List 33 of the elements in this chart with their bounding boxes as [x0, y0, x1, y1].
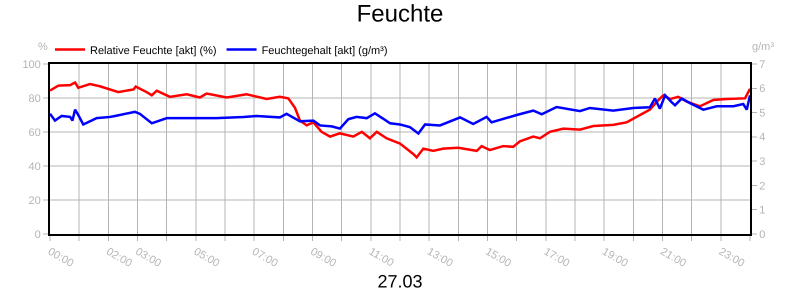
y-tick-label: 40 [28, 160, 41, 173]
legend-label: Feuchtegehalt [akt] (g/m³) [262, 44, 388, 57]
y-tick-label: 20 [28, 194, 41, 207]
y2-tick-label: 3 [759, 156, 766, 168]
x-tick-label: 07:00 [250, 246, 280, 270]
x-tick-label: 05:00 [192, 246, 222, 270]
x-tick-label: 15:00 [483, 246, 514, 270]
y-tick-label: 80 [28, 92, 41, 105]
x-tick-label: 03:00 [133, 246, 164, 270]
x-tick-label: 21:00 [658, 246, 688, 270]
x-tick-label: 19:00 [600, 246, 630, 270]
y-tick-label: 0 [34, 228, 41, 241]
x-tick-label: 09:00 [308, 246, 338, 270]
x-tick-label: 13:00 [424, 246, 455, 270]
x-axis-title: 27.03 [377, 271, 423, 292]
y2-tick-label: 4 [759, 132, 766, 144]
x-tick-label: 00:00 [46, 246, 76, 270]
legend-label: Relative Feuchte [akt] (%) [90, 44, 217, 57]
y2-tick-label: 6 [759, 83, 766, 96]
y2-tick-label: 1 [759, 204, 766, 217]
chart-title: Feuchte [356, 0, 444, 28]
x-tick-label: 23:00 [716, 246, 746, 270]
y-tick-label: 60 [28, 126, 41, 139]
y2-tick-label: 7 [759, 58, 766, 71]
x-tick-label: 17:00 [542, 246, 572, 270]
y2-tick-label: 2 [759, 180, 766, 192]
y2-axis-title: g/m³ [752, 41, 774, 53]
y-tick-label: 100 [22, 58, 41, 71]
x-tick-label: 11:00 [366, 246, 396, 270]
y-axis-title: % [38, 41, 48, 53]
x-tick-label: 02:00 [104, 246, 134, 270]
y2-tick-label: 5 [759, 107, 766, 120]
y2-tick-label: 0 [759, 228, 766, 241]
